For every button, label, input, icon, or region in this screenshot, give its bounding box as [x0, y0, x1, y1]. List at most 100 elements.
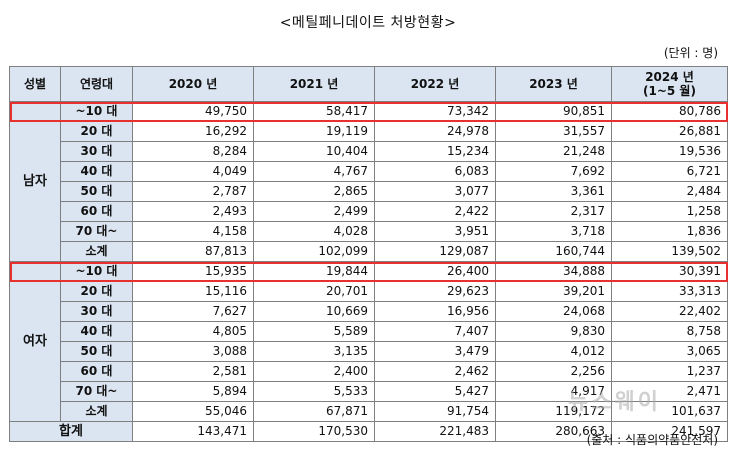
total-value-cell: 280,663 [495, 421, 612, 442]
value-cell: 9,830 [495, 321, 612, 342]
table-row: 50 대 2,787 2,865 3,077 3,361 2,484 [10, 181, 728, 202]
header-year-2021: 2021 년 [253, 66, 375, 102]
value-cell: 7,627 [132, 301, 254, 322]
value-cell: 30,391 [611, 261, 728, 282]
value-cell: 2,422 [374, 201, 496, 222]
value-cell: 1,258 [611, 201, 728, 222]
value-cell: 129,087 [374, 241, 496, 262]
age-group-cell: 소계 [60, 401, 133, 422]
table-row: 50 대 3,088 3,135 3,479 4,012 3,065 [10, 341, 728, 362]
age-group-cell: 30 대 [60, 141, 133, 162]
age-group-cell: 70 대~ [60, 381, 133, 402]
value-cell: 7,692 [495, 161, 612, 182]
value-cell: 4,158 [132, 221, 254, 242]
header-year-2022: 2022 년 [374, 66, 496, 102]
table-row: 20 대 16,292 19,119 24,978 31,557 26,881 [10, 121, 728, 142]
header-year-2024: 2024 년 (1~5 월) [611, 66, 728, 102]
value-cell: 4,805 [132, 321, 254, 342]
sex-group-label: 남자 [9, 101, 61, 262]
value-cell: 80,786 [611, 101, 728, 122]
total-row: 합계 143,471 170,530 221,483 280,663 241,597 [9, 421, 728, 442]
value-cell: 6,083 [374, 161, 496, 182]
header-row: 성별 연령대 2020 년 2021 년 2022 년 2023 년 2024 … [9, 66, 728, 102]
value-cell: 5,533 [253, 381, 375, 402]
age-group-cell: 30 대 [60, 301, 133, 322]
value-cell: 101,637 [611, 401, 728, 422]
value-cell: 2,581 [132, 361, 254, 382]
header-year-2020: 2020 년 [132, 66, 254, 102]
value-cell: 5,894 [132, 381, 254, 402]
value-cell: 24,978 [374, 121, 496, 142]
value-cell: 29,623 [374, 281, 496, 302]
value-cell: 19,119 [253, 121, 375, 142]
value-cell: 22,402 [611, 301, 728, 322]
value-cell: 91,754 [374, 401, 496, 422]
value-cell: 4,049 [132, 161, 254, 182]
value-cell: 139,502 [611, 241, 728, 262]
age-group-cell: 60 대 [60, 361, 133, 382]
source-note: (출처 : 식품의약품안전처) [586, 433, 718, 447]
header-sex: 성별 [9, 66, 61, 102]
value-cell: 102,099 [253, 241, 375, 262]
value-cell: 4,012 [495, 341, 612, 362]
value-cell: 19,536 [611, 141, 728, 162]
value-cell: 90,851 [495, 101, 612, 122]
subtotal-row: 소계 55,046 67,871 91,754 119,172 101,637 [10, 401, 728, 422]
value-cell: 1,836 [611, 221, 728, 242]
value-cell: 10,404 [253, 141, 375, 162]
age-group-cell: 소계 [60, 241, 133, 262]
page-title: <메틸페니데이트 처방현황> [279, 15, 457, 31]
table-row: 70 대~ 4,158 4,028 3,951 3,718 1,836 [10, 221, 728, 242]
value-cell: 3,088 [132, 341, 254, 362]
value-cell: 67,871 [253, 401, 375, 422]
value-cell: 8,758 [611, 321, 728, 342]
header-year-2024-label: 2024 년 [645, 70, 694, 84]
value-cell: 3,718 [495, 221, 612, 242]
table-row: 40 대 4,049 4,767 6,083 7,692 6,721 [10, 161, 728, 182]
value-cell: 6,721 [611, 161, 728, 182]
table-row: 60 대 2,493 2,499 2,422 2,317 1,258 [10, 201, 728, 222]
value-cell: 2,484 [611, 181, 728, 202]
value-cell: 55,046 [132, 401, 254, 422]
value-cell: 3,135 [253, 341, 375, 362]
value-cell: 15,935 [132, 261, 254, 282]
age-group-cell: ~10 대 [60, 101, 133, 122]
age-group-cell: 20 대 [60, 121, 133, 142]
value-cell: 5,589 [253, 321, 375, 342]
value-cell: 4,028 [253, 221, 375, 242]
age-group-cell: ~10 대 [60, 261, 133, 282]
value-cell: 26,881 [611, 121, 728, 142]
table-row: 40 대 4,805 5,589 7,407 9,830 8,758 [10, 321, 728, 342]
total-value-cell: 221,483 [374, 421, 496, 442]
highlighted-row: 남자 ~10 대 49,750 58,417 73,342 90,851 80,786 [9, 101, 728, 262]
value-cell: 2,787 [132, 181, 254, 202]
prescription-table: 성별 연령대 2020 년 2021 년 2022 년 2023 년 2024 … [9, 66, 728, 442]
value-cell: 3,077 [374, 181, 496, 202]
header-year-2023: 2023 년 [495, 66, 612, 102]
value-cell: 5,427 [374, 381, 496, 402]
total-value-cell: 170,530 [253, 421, 375, 442]
value-cell: 2,400 [253, 361, 375, 382]
header-age: 연령대 [60, 66, 133, 102]
value-cell: 3,951 [374, 221, 496, 242]
total-value-cell: 241,597 [611, 421, 728, 442]
table-row: 70 대~ 5,894 5,533 5,427 4,917 2,471 [10, 381, 728, 402]
table-row: 20 대 15,116 20,701 29,623 39,201 33,313 [10, 281, 728, 302]
value-cell: 2,499 [253, 201, 375, 222]
value-cell: 2,471 [611, 381, 728, 402]
value-cell: 21,248 [495, 141, 612, 162]
total-label: 합계 [9, 421, 133, 442]
age-group-cell: 50 대 [60, 181, 133, 202]
age-group-cell: 50 대 [60, 341, 133, 362]
age-group-cell: 40 대 [60, 161, 133, 182]
value-cell: 20,701 [253, 281, 375, 302]
value-cell: 31,557 [495, 121, 612, 142]
age-group-cell: 40 대 [60, 321, 133, 342]
value-cell: 49,750 [132, 101, 254, 122]
value-cell: 87,813 [132, 241, 254, 262]
total-value-cell: 143,471 [132, 421, 254, 442]
value-cell: 3,479 [374, 341, 496, 362]
age-group-cell: 70 대~ [60, 221, 133, 242]
value-cell: 16,956 [374, 301, 496, 322]
value-cell: 33,313 [611, 281, 728, 302]
